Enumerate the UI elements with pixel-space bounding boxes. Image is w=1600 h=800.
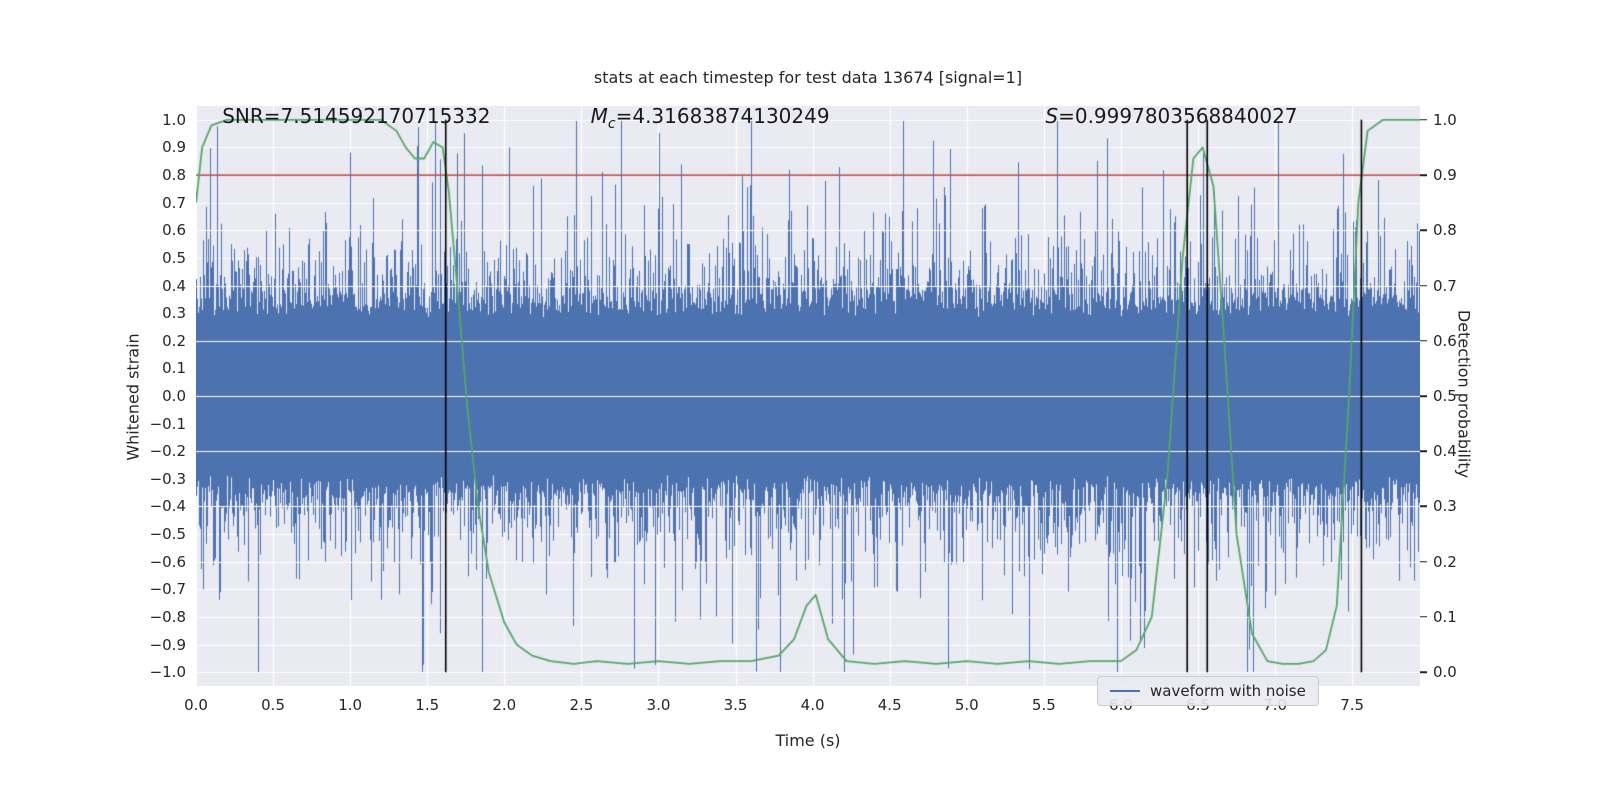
right-tick-label: 0.3	[1433, 497, 1457, 516]
x-tick-label: 5.0	[954, 696, 979, 714]
x-tick-label: 1.5	[415, 696, 440, 714]
left-tick-label: −1.0	[149, 663, 186, 682]
chart-title: stats at each timestep for test data 136…	[593, 68, 1023, 87]
x-tick-label: 0.5	[261, 696, 285, 714]
left-tick-label: 0.0	[162, 387, 186, 405]
right-tick-label: 0.9	[1433, 166, 1457, 185]
right-tick-label: 0.6	[1433, 331, 1457, 350]
left-tick-label: −0.3	[149, 469, 186, 488]
right-tick-mark	[1420, 174, 1427, 176]
right-tick-label: 0.1	[1433, 607, 1457, 626]
right-tick-label: 0.8	[1433, 221, 1457, 240]
x-tick-label: 1.0	[338, 696, 363, 714]
x-axis-label: Time (s)	[775, 731, 841, 750]
right-tick-label: 0.5	[1433, 387, 1457, 405]
left-tick-label: −0.9	[149, 635, 186, 654]
right-tick-label: 0.2	[1433, 552, 1457, 571]
left-tick-label: −0.1	[149, 414, 186, 433]
left-tick-label: 0.7	[162, 193, 186, 212]
left-tick-label: −0.2	[149, 442, 186, 461]
left-tick-label: −0.5	[149, 525, 186, 544]
right-axis-label: Detection probability	[1454, 309, 1474, 479]
left-tick-label: 0.4	[162, 276, 186, 295]
legend-label: waveform with noise	[1150, 682, 1306, 700]
right-tick-label: 0.4	[1433, 442, 1457, 461]
x-tick-label: 4.5	[877, 696, 902, 714]
x-tick-label: 2.0	[492, 696, 517, 714]
left-tick-label: −0.6	[149, 552, 186, 571]
x-tick-label: 7.5	[1340, 696, 1365, 714]
right-tick-mark	[1420, 616, 1427, 618]
left-tick-label: 0.5	[162, 248, 186, 267]
left-tick-label: −0.7	[149, 580, 186, 599]
right-tick-mark	[1420, 560, 1427, 563]
right-tick-label: 1.0	[1433, 110, 1457, 129]
left-tick-label: 0.2	[162, 331, 186, 350]
right-tick-mark	[1420, 229, 1427, 232]
right-tick-mark	[1420, 450, 1427, 452]
right-tick-mark	[1420, 395, 1427, 397]
x-tick-label: 0.0	[184, 696, 208, 714]
right-tick-mark	[1420, 340, 1427, 342]
left-tick-label: 0.9	[162, 138, 186, 157]
right-tick-mark	[1420, 671, 1427, 673]
stat-annotation: S=0.9997803568840027	[1045, 103, 1298, 128]
plot-area	[196, 106, 1420, 686]
right-tick-label: 0.0	[1433, 663, 1457, 682]
left-tick-label: −0.4	[149, 497, 186, 516]
left-tick-label: 0.3	[162, 304, 186, 323]
stat-annotation: SNR=7.514592170715332	[222, 103, 491, 128]
x-tick-label: 5.5	[1031, 696, 1056, 714]
left-tick-label: −0.8	[149, 607, 186, 626]
left-tick-label: 1.0	[162, 110, 186, 129]
left-axis-label: Whitened strain	[123, 333, 143, 461]
legend: waveform with noise	[1097, 676, 1319, 706]
x-tick-label: 3.5	[723, 696, 748, 714]
legend-line-swatch	[1110, 690, 1140, 692]
left-tick-label: 0.6	[162, 221, 186, 240]
stat-annotation: Mc=4.31683874130249	[590, 103, 830, 132]
right-tick-mark	[1420, 119, 1427, 121]
right-tick-mark	[1420, 505, 1427, 508]
right-tick-label: 0.7	[1433, 276, 1457, 295]
right-tick-mark	[1420, 284, 1427, 287]
left-tick-label: 0.8	[162, 166, 186, 185]
left-tick-label: 0.1	[162, 359, 186, 378]
x-tick-label: 3.0	[646, 696, 671, 714]
x-tick-label: 4.0	[800, 696, 825, 714]
x-tick-label: 2.5	[569, 696, 594, 714]
